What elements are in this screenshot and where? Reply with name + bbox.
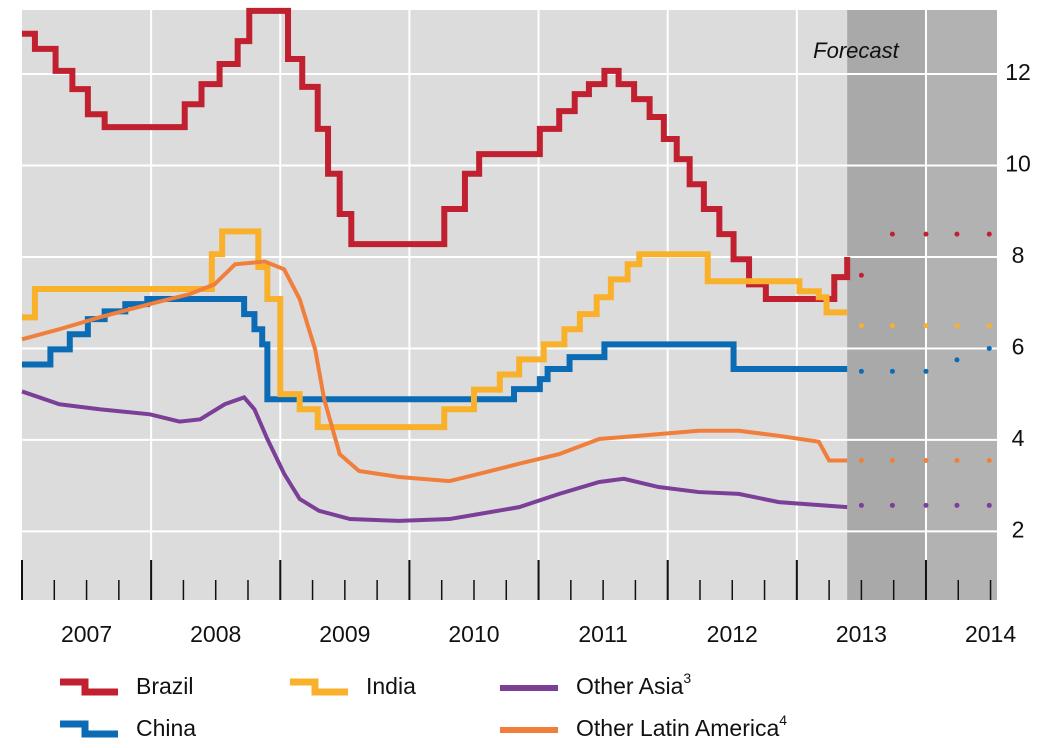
- legend-label: Brazil: [136, 673, 194, 699]
- legend-swatch: [60, 678, 118, 696]
- forecast-dot: [923, 231, 929, 237]
- forecast-dot: [954, 231, 960, 237]
- x-tick-label: 2014: [965, 621, 1016, 647]
- forecast-dot: [986, 458, 992, 464]
- series-line: [22, 228, 848, 431]
- forecast-dot: [889, 231, 895, 237]
- forecast-dot: [986, 345, 992, 351]
- legend-footnote: 4: [779, 712, 787, 728]
- legend-name: India: [366, 673, 416, 699]
- legend-label: Other Asia3: [576, 670, 691, 699]
- legend-label: China: [136, 715, 196, 741]
- forecast-dot: [858, 368, 864, 374]
- x-tick-label: 2009: [319, 621, 370, 647]
- y-tick-label: 2: [1012, 516, 1025, 542]
- forecast-dot: [889, 458, 895, 464]
- forecast-dot: [923, 323, 929, 329]
- y-tick-label: 8: [1012, 242, 1025, 268]
- x-tick-label: 2007: [61, 621, 112, 647]
- forecast-dot: [858, 272, 864, 278]
- forecast-dot: [986, 231, 992, 237]
- series-line: [21, 389, 848, 523]
- x-tick-label: 2011: [578, 621, 627, 647]
- forecast-dot: [954, 502, 960, 508]
- legend-label: Other Latin America4: [576, 712, 787, 741]
- y-tick-label: 6: [1012, 334, 1025, 360]
- forecast-dot: [889, 323, 895, 329]
- legend-name: China: [136, 715, 196, 741]
- forecast-dot: [923, 458, 929, 464]
- legend-name: Other Asia: [576, 673, 684, 699]
- forecast-band: [847, 10, 926, 600]
- x-tick-label: 2008: [190, 621, 241, 647]
- forecast-dot: [954, 323, 960, 329]
- forecast-dot: [858, 502, 864, 508]
- x-tick-label: 2013: [836, 621, 887, 647]
- forecast-band: [925, 10, 997, 600]
- forecast-dot: [858, 458, 864, 464]
- forecast-dot: [923, 502, 929, 508]
- forecast-dot: [954, 458, 960, 464]
- legend-label: India: [366, 673, 416, 699]
- legend-name: Other Latin America: [576, 715, 779, 741]
- y-tick-label: 10: [1005, 151, 1031, 177]
- forecast-dot: [986, 502, 992, 508]
- forecast-dot: [889, 368, 895, 374]
- forecast-dot: [986, 323, 992, 329]
- legend-swatch: [290, 678, 348, 696]
- x-tick-label: 2012: [707, 621, 758, 647]
- forecast-label: Forecast: [813, 38, 899, 63]
- legend-footnote: 3: [683, 670, 691, 686]
- forecast-dot: [858, 323, 864, 329]
- series-line: [22, 7, 851, 303]
- y-tick-label: 12: [1005, 59, 1031, 85]
- legend-swatch: [60, 720, 118, 738]
- forecast-dot: [954, 357, 960, 363]
- forecast-dot: [889, 502, 895, 508]
- forecast-dot: [923, 368, 929, 374]
- x-tick-label: 2010: [448, 621, 499, 647]
- series-line: [21, 259, 848, 484]
- legend-name: Brazil: [136, 673, 194, 699]
- y-tick-label: 4: [1012, 425, 1025, 451]
